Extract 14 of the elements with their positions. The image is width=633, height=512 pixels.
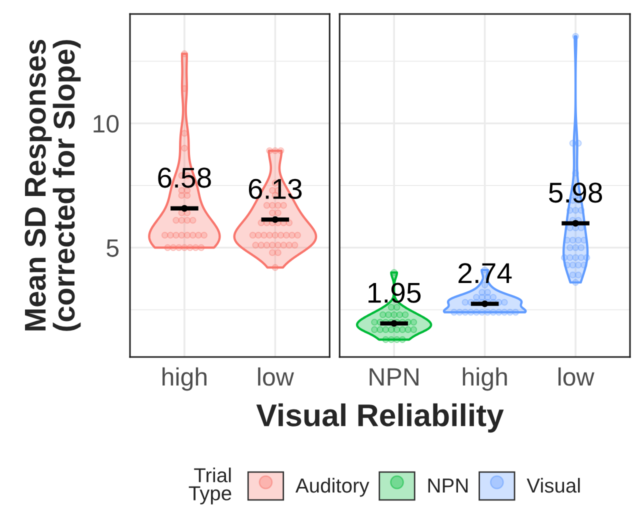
x-tick-label: high [162, 367, 206, 391]
legend-label: Auditory [295, 478, 370, 497]
x-tick-label: high [462, 367, 507, 391]
x-tick-label: low [558, 367, 594, 386]
legend-title: Trial Type [188, 468, 232, 504]
legend-label: NPN [428, 478, 468, 493]
x-tick-label: low [258, 367, 294, 386]
x-axis-title: Visual Reliability [256, 403, 504, 433]
y-tick-label: 10 [94, 114, 119, 133]
y-tick-label: 5 [106, 239, 119, 257]
y-axis-title: Mean SD Responses (corrected for Slope) [24, 40, 81, 331]
data-label: 6.13 [248, 178, 302, 199]
x-tick-label: NPN [370, 368, 418, 386]
legend-label: Visual [526, 478, 580, 493]
